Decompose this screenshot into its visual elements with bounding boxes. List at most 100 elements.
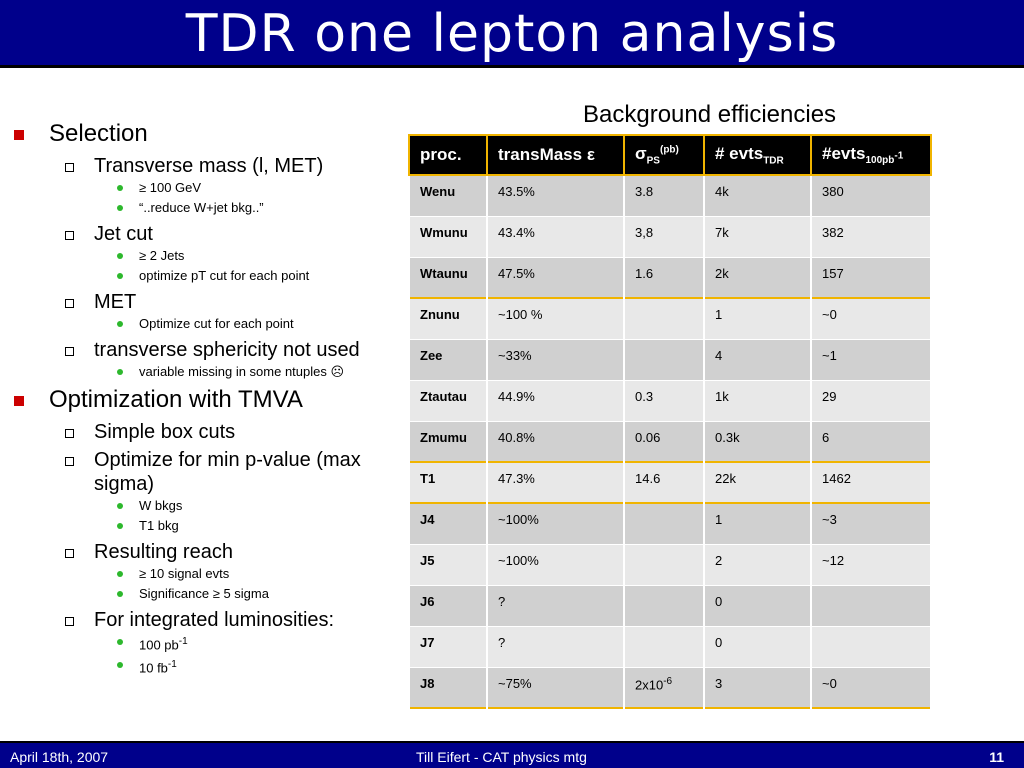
bullet-text: variable missing in some ntuples (139, 364, 327, 379)
cell-evts-tdr: 1 (703, 297, 812, 340)
header-subscript: TDR (763, 155, 784, 167)
cell-evts-100pb: 6 (810, 420, 932, 463)
bullet-text: T1 bkg (139, 518, 179, 533)
cell-evts-100pb: ~1 (810, 338, 932, 381)
cell-efficiency: ~100% (486, 543, 625, 586)
cell-text: ~0 (822, 307, 837, 322)
cell-evts-100pb: 382 (810, 215, 932, 258)
bullet-met: MET (8, 290, 388, 314)
cell-text: ~3 (822, 512, 837, 527)
bullet-reach-1: ≥ 10 signal evts (8, 564, 388, 584)
dot-bullet-icon (117, 523, 123, 529)
cell-text: 157 (822, 265, 844, 281)
dot-bullet-icon (117, 185, 123, 191)
bullet-text: Resulting reach (94, 541, 233, 563)
cell-efficiency: ~75% (486, 666, 625, 709)
cell-proc: Wtaunu (408, 256, 488, 299)
cell-text: J6 (420, 593, 435, 609)
table-row: Zee ~33% 4 ~1 (408, 338, 932, 381)
dot-bullet-icon (117, 253, 123, 259)
bullet-reach-2: Significance ≥ 5 sigma (8, 584, 388, 604)
cell-efficiency: 40.8% (486, 420, 625, 463)
bullet-text: Optimize for min p-value (max sigma) (94, 449, 361, 495)
cell-efficiency: 47.3% (486, 461, 625, 504)
title-bar: TDR one lepton analysis (0, 0, 1024, 68)
cell-text: 14.6 (635, 471, 661, 486)
cell-text: 3.8 (635, 184, 654, 199)
hollow-square-bullet-icon (65, 617, 74, 626)
table-row: Ztautau 44.9% 0.3 1k 29 (408, 379, 932, 422)
header-sigma: σPS(pb) (623, 134, 705, 176)
header-subscript-text: 100pb (865, 155, 895, 167)
bullet-op-2: T1 bkg (8, 516, 388, 536)
cell-text: 2x10 (635, 676, 664, 692)
cell-evts-tdr: 1 (703, 502, 812, 545)
cell-evts-100pb: 157 (810, 256, 932, 299)
bullet-text: optimize pT cut for each point (139, 268, 310, 283)
cell-evts-tdr: 7k (703, 215, 812, 258)
dot-bullet-icon (117, 591, 123, 597)
hollow-square-bullet-icon (65, 549, 74, 558)
cell-evts-tdr: 2k (703, 256, 812, 299)
cell-text: 1.6 (635, 265, 654, 281)
cell-evts-tdr: 3 (703, 666, 812, 709)
bullet-text: ≥ 100 GeV (139, 180, 202, 195)
header-text: #evts (822, 143, 866, 163)
dot-bullet-icon (117, 273, 123, 279)
cell-text: 2k (715, 265, 729, 281)
cell-evts-tdr: 1k (703, 379, 812, 422)
cell-text: 380 (822, 184, 844, 199)
cell-text: 1 (715, 512, 723, 527)
bullet-list: Selection Transverse mass (l, MET) ≥ 100… (8, 116, 388, 679)
cell-proc: J5 (408, 543, 488, 586)
cell-text: T1 (420, 471, 436, 486)
cell-efficiency: 43.5% (486, 174, 625, 217)
cell-efficiency: ? (486, 584, 625, 627)
header-evts-tdr: # evtsTDR (703, 134, 812, 176)
bullet-box-cuts: Simple box cuts (8, 420, 388, 444)
bullet-text: Optimization with TMVA (49, 386, 303, 413)
cell-text: 382 (822, 224, 844, 240)
cell-proc: Zmumu (408, 420, 488, 463)
exponent: -1 (167, 659, 177, 671)
bullet-jc-1: ≥ 2 Jets (8, 246, 388, 266)
cell-text: 29 (822, 388, 837, 404)
bullet-text: “..reduce W+jet bkg..” (139, 200, 264, 215)
cell-evts-100pb: 29 (810, 379, 932, 422)
table-row: Wmunu 43.4% 3,8 7k 382 (408, 215, 932, 258)
dot-bullet-icon (117, 503, 123, 509)
cell-efficiency: ~100 % (486, 297, 625, 340)
cell-text: 4k (715, 184, 729, 199)
hollow-square-bullet-icon (65, 347, 74, 356)
header-text: # evts (715, 143, 764, 163)
cell-text: ? (498, 593, 506, 609)
cell-proc: Wmunu (408, 215, 488, 258)
bullet-op-1: W bkgs (8, 496, 388, 516)
cell-text: Zmumu (420, 429, 467, 445)
cell-evts-tdr: 0 (703, 584, 812, 627)
cell-efficiency: 44.9% (486, 379, 625, 422)
bullet-text: ≥ 2 Jets (139, 248, 185, 263)
dot-bullet-icon (117, 321, 123, 327)
cell-text: ~33% (498, 347, 532, 363)
cell-text: ~100% (498, 552, 539, 568)
cell-text: 4 (715, 347, 723, 363)
cell-text: ~1 (822, 347, 837, 363)
table-row: J5 ~100% 2 ~12 (408, 543, 932, 586)
hollow-square-bullet-icon (65, 163, 74, 172)
cell-text: 1k (715, 388, 729, 404)
bullet-lumi-1: 100 pb-1 (8, 632, 388, 655)
bullet-text: For integrated luminosities: (94, 609, 335, 631)
cell-text: 44.9% (498, 388, 535, 404)
cell-text: 43.4% (498, 224, 535, 240)
cell-evts-100pb: ~0 (810, 666, 932, 709)
table-caption: Background efficiencies (583, 101, 837, 128)
table-row: Zmumu 40.8% 0.06 0.3k 6 (408, 420, 932, 463)
cell-proc: J8 (408, 666, 488, 709)
page-number: 11 (989, 749, 1004, 765)
cell-sigma: 0.06 (623, 420, 705, 463)
cell-text: 40.8% (498, 429, 535, 445)
exponent: -6 (663, 675, 673, 687)
cell-evts-tdr: 0.3k (703, 420, 812, 463)
header-subscript: 100pb-1 (865, 151, 903, 167)
